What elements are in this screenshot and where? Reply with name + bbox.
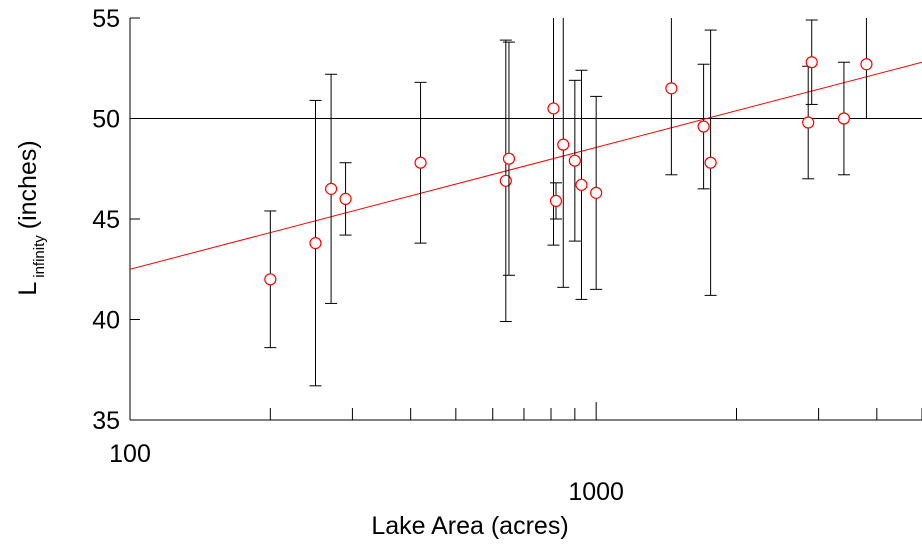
data-point <box>802 116 815 129</box>
data-point <box>502 152 516 165</box>
y-axis-title-unit: (inches) <box>14 140 42 229</box>
data-point-group <box>802 65 815 180</box>
data-point <box>568 154 581 167</box>
y-tick-label: 50 <box>92 106 120 134</box>
data-point-group <box>549 182 563 220</box>
data-point-group <box>339 162 352 236</box>
data-point <box>557 138 570 151</box>
data-point-group <box>665 18 678 176</box>
y-axis-title-subscript: infinity <box>31 235 48 278</box>
data-point-group <box>697 63 710 190</box>
data-point-group <box>502 41 516 276</box>
data-point-group <box>414 81 427 244</box>
y-tick-label: 35 <box>92 407 120 435</box>
data-point-group <box>837 61 851 176</box>
x-tick-label: 100 <box>109 440 151 468</box>
data-point <box>860 58 873 71</box>
data-point <box>324 182 338 195</box>
data-point <box>575 178 588 191</box>
data-point-group <box>264 210 277 349</box>
data-point <box>414 156 427 169</box>
data-point-group <box>499 39 512 323</box>
data-point-group <box>805 19 818 105</box>
data-point-group <box>324 73 338 304</box>
data-point <box>665 82 678 95</box>
fit-line <box>130 61 922 270</box>
data-point-group <box>860 18 873 119</box>
data-point <box>549 194 563 208</box>
x-axis-title: Lake Area (acres) <box>371 512 568 540</box>
data-point <box>590 186 603 199</box>
data-point-group <box>309 99 322 387</box>
y-axis-title: Linfinity (inches) <box>14 140 48 295</box>
data-point <box>264 273 277 286</box>
y-axis-title-main: L <box>14 282 42 296</box>
y-tick-label: 40 <box>92 307 120 335</box>
data-point-group <box>704 29 717 296</box>
data-point <box>309 237 322 250</box>
data-point <box>805 56 818 69</box>
data-point-group <box>590 95 603 290</box>
y-tick-label: 45 <box>92 206 120 234</box>
data-point <box>499 174 512 187</box>
data-point-group <box>557 18 570 288</box>
data-point <box>697 120 710 133</box>
svg-text:Linfinity(inches): Linfinity (inches) <box>14 140 48 295</box>
data-point-group <box>568 79 581 242</box>
data-point-group <box>575 69 588 300</box>
y-tick-label: 55 <box>92 5 120 33</box>
x-tick-label: 1000 <box>568 478 624 506</box>
data-point <box>547 102 560 115</box>
data-point <box>704 156 717 169</box>
data-point <box>339 192 352 205</box>
data-point <box>837 112 851 125</box>
data-point-group <box>547 18 560 246</box>
